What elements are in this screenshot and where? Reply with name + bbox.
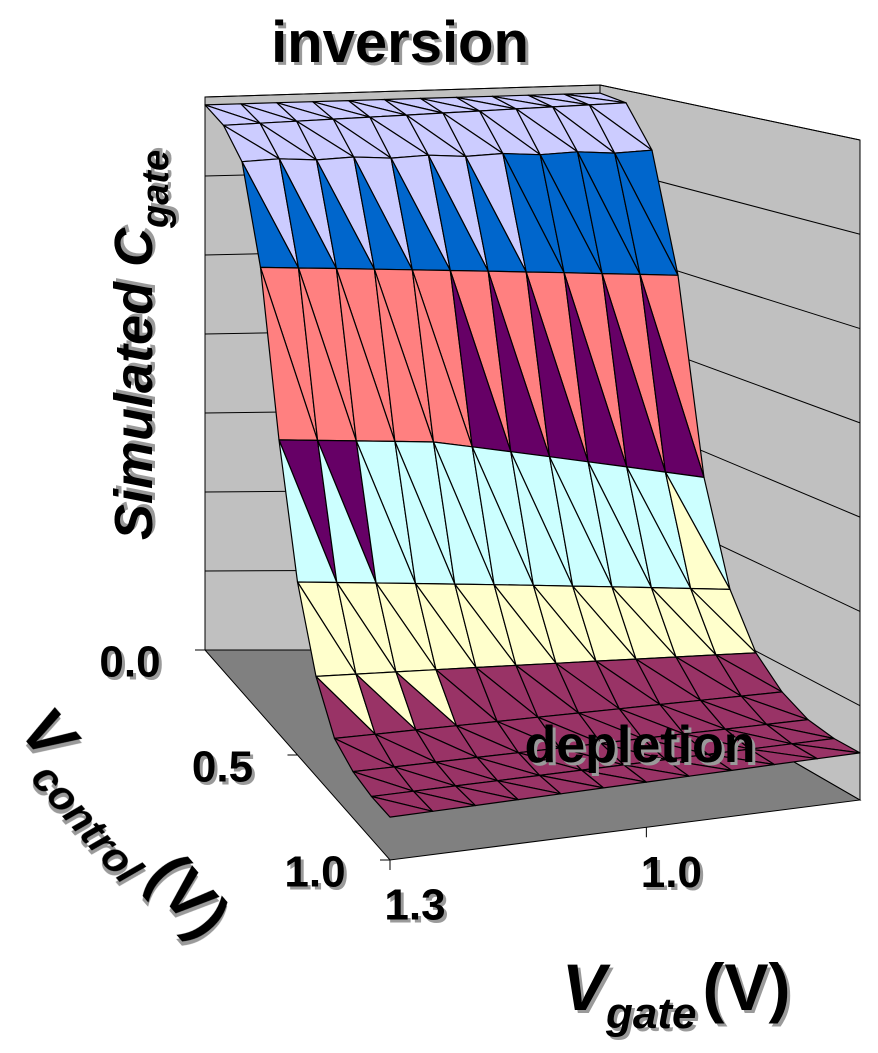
z-axis-label: Simulated Cgate: [104, 150, 177, 540]
y-axis-label-unit: (V): [134, 840, 244, 952]
surface-facet: [412, 790, 477, 812]
surface: [204, 92, 861, 818]
surface-facet: [707, 753, 776, 772]
z-axis-label-sub: gate: [135, 150, 177, 229]
surface-facet: [749, 748, 818, 766]
z-axis-label-main: Simulated C: [104, 227, 164, 540]
x-axis-label-sub: gate: [605, 989, 696, 1038]
surface-facet: [581, 769, 648, 789]
surface-facet: [665, 758, 733, 777]
x-tick-label: 1.3: [384, 881, 445, 930]
surface-facet: [791, 743, 861, 760]
y-axis-label: Vcontrol(V): [0, 694, 244, 962]
surface-facet: [497, 780, 562, 801]
x-tick-label: 1.0: [641, 848, 702, 897]
y-tick-label: 0.0: [99, 638, 160, 687]
y-tick-label: 0.5: [192, 743, 253, 792]
chart-title: inversion: [271, 10, 529, 75]
y-axis-label-sub: control: [23, 754, 153, 893]
x-axis-label: Vgate(V): [562, 950, 791, 1038]
grid-line: [204, 84, 601, 98]
surface-facet: [370, 795, 434, 818]
y-tick-label: 1.0: [284, 848, 345, 897]
surface-facet: [455, 785, 519, 807]
annotation: depletion: [524, 716, 755, 774]
surface-facet: [623, 764, 690, 783]
x-axis-label-unit: (V): [703, 950, 791, 1024]
grid-line: [599, 84, 861, 141]
surface-facet: [539, 774, 605, 795]
x-axis-label-main: V: [562, 950, 611, 1024]
